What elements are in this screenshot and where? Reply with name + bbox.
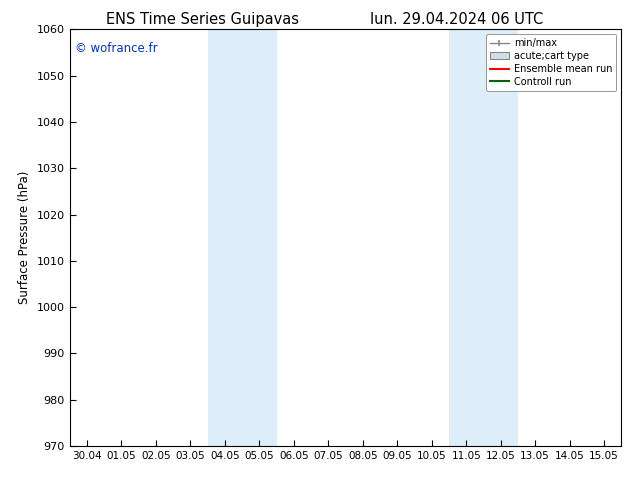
Text: © wofrance.fr: © wofrance.fr bbox=[75, 42, 158, 55]
Legend: min/max, acute;cart type, Ensemble mean run, Controll run: min/max, acute;cart type, Ensemble mean … bbox=[486, 34, 616, 91]
Bar bbox=[449, 29, 483, 446]
Y-axis label: Surface Pressure (hPa): Surface Pressure (hPa) bbox=[18, 171, 31, 304]
Text: lun. 29.04.2024 06 UTC: lun. 29.04.2024 06 UTC bbox=[370, 12, 543, 27]
Bar bbox=[242, 29, 276, 446]
Bar bbox=[483, 29, 518, 446]
Bar bbox=[207, 29, 242, 446]
Text: ENS Time Series Guipavas: ENS Time Series Guipavas bbox=[107, 12, 299, 27]
